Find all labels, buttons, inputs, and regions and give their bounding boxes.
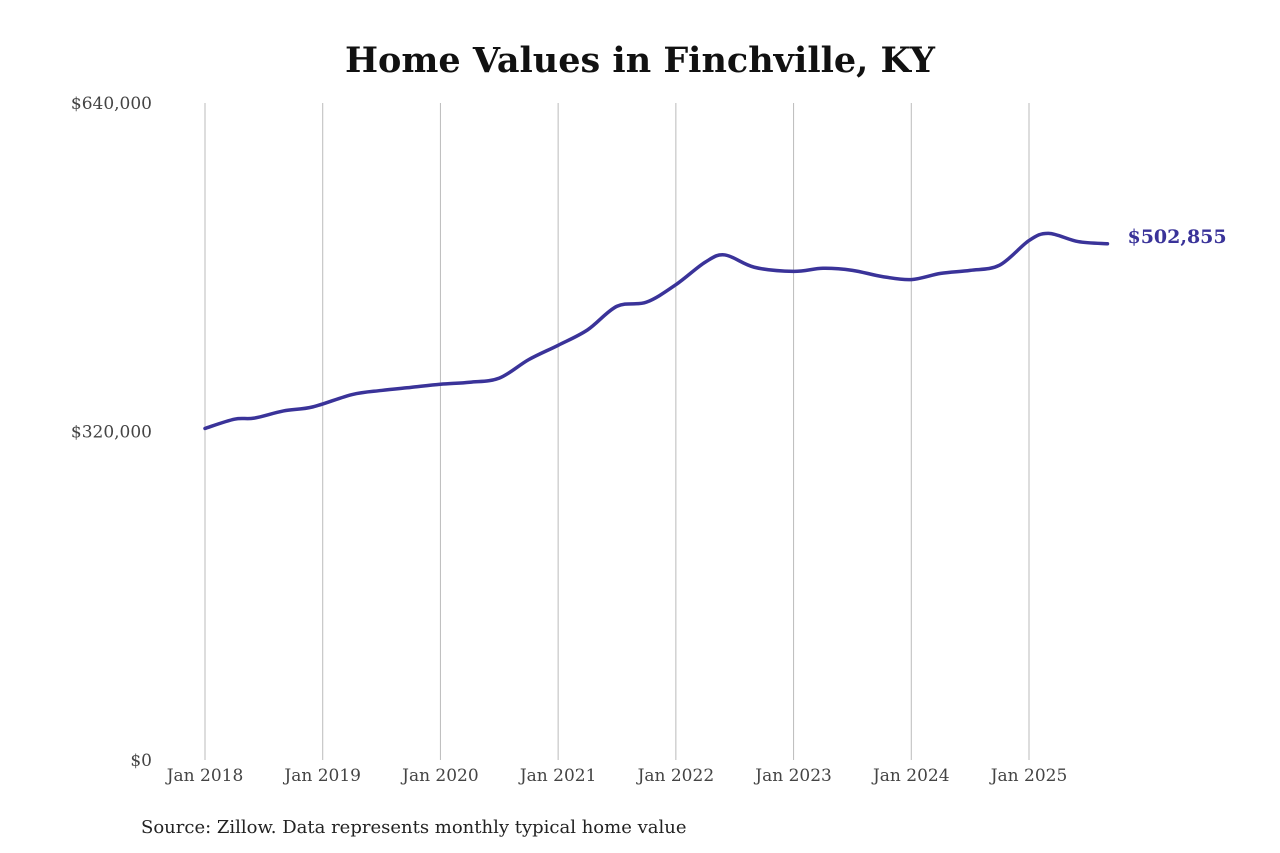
x-tick-label: Jan 2018 — [165, 766, 244, 786]
y-tick-label: $320,000 — [71, 423, 152, 443]
x-tick-label: Jan 2020 — [400, 766, 479, 786]
x-tick-label: Jan 2025 — [989, 766, 1068, 786]
source-note: Source: Zillow. Data represents monthly … — [141, 817, 687, 838]
x-tick-label: Jan 2019 — [282, 766, 361, 786]
y-tick-label: $0 — [130, 751, 152, 771]
x-tick-label: Jan 2024 — [871, 766, 950, 786]
x-tick-label: Jan 2022 — [636, 766, 715, 786]
end-value-label: $502,855 — [1127, 226, 1226, 248]
series-line — [203, 231, 1110, 431]
y-tick-label: $640,000 — [71, 94, 152, 114]
x-tick-label: Jan 2021 — [518, 766, 597, 786]
chart-title: Home Values in Finchville, KY — [344, 40, 936, 81]
x-tick-label: Jan 2023 — [753, 766, 832, 786]
